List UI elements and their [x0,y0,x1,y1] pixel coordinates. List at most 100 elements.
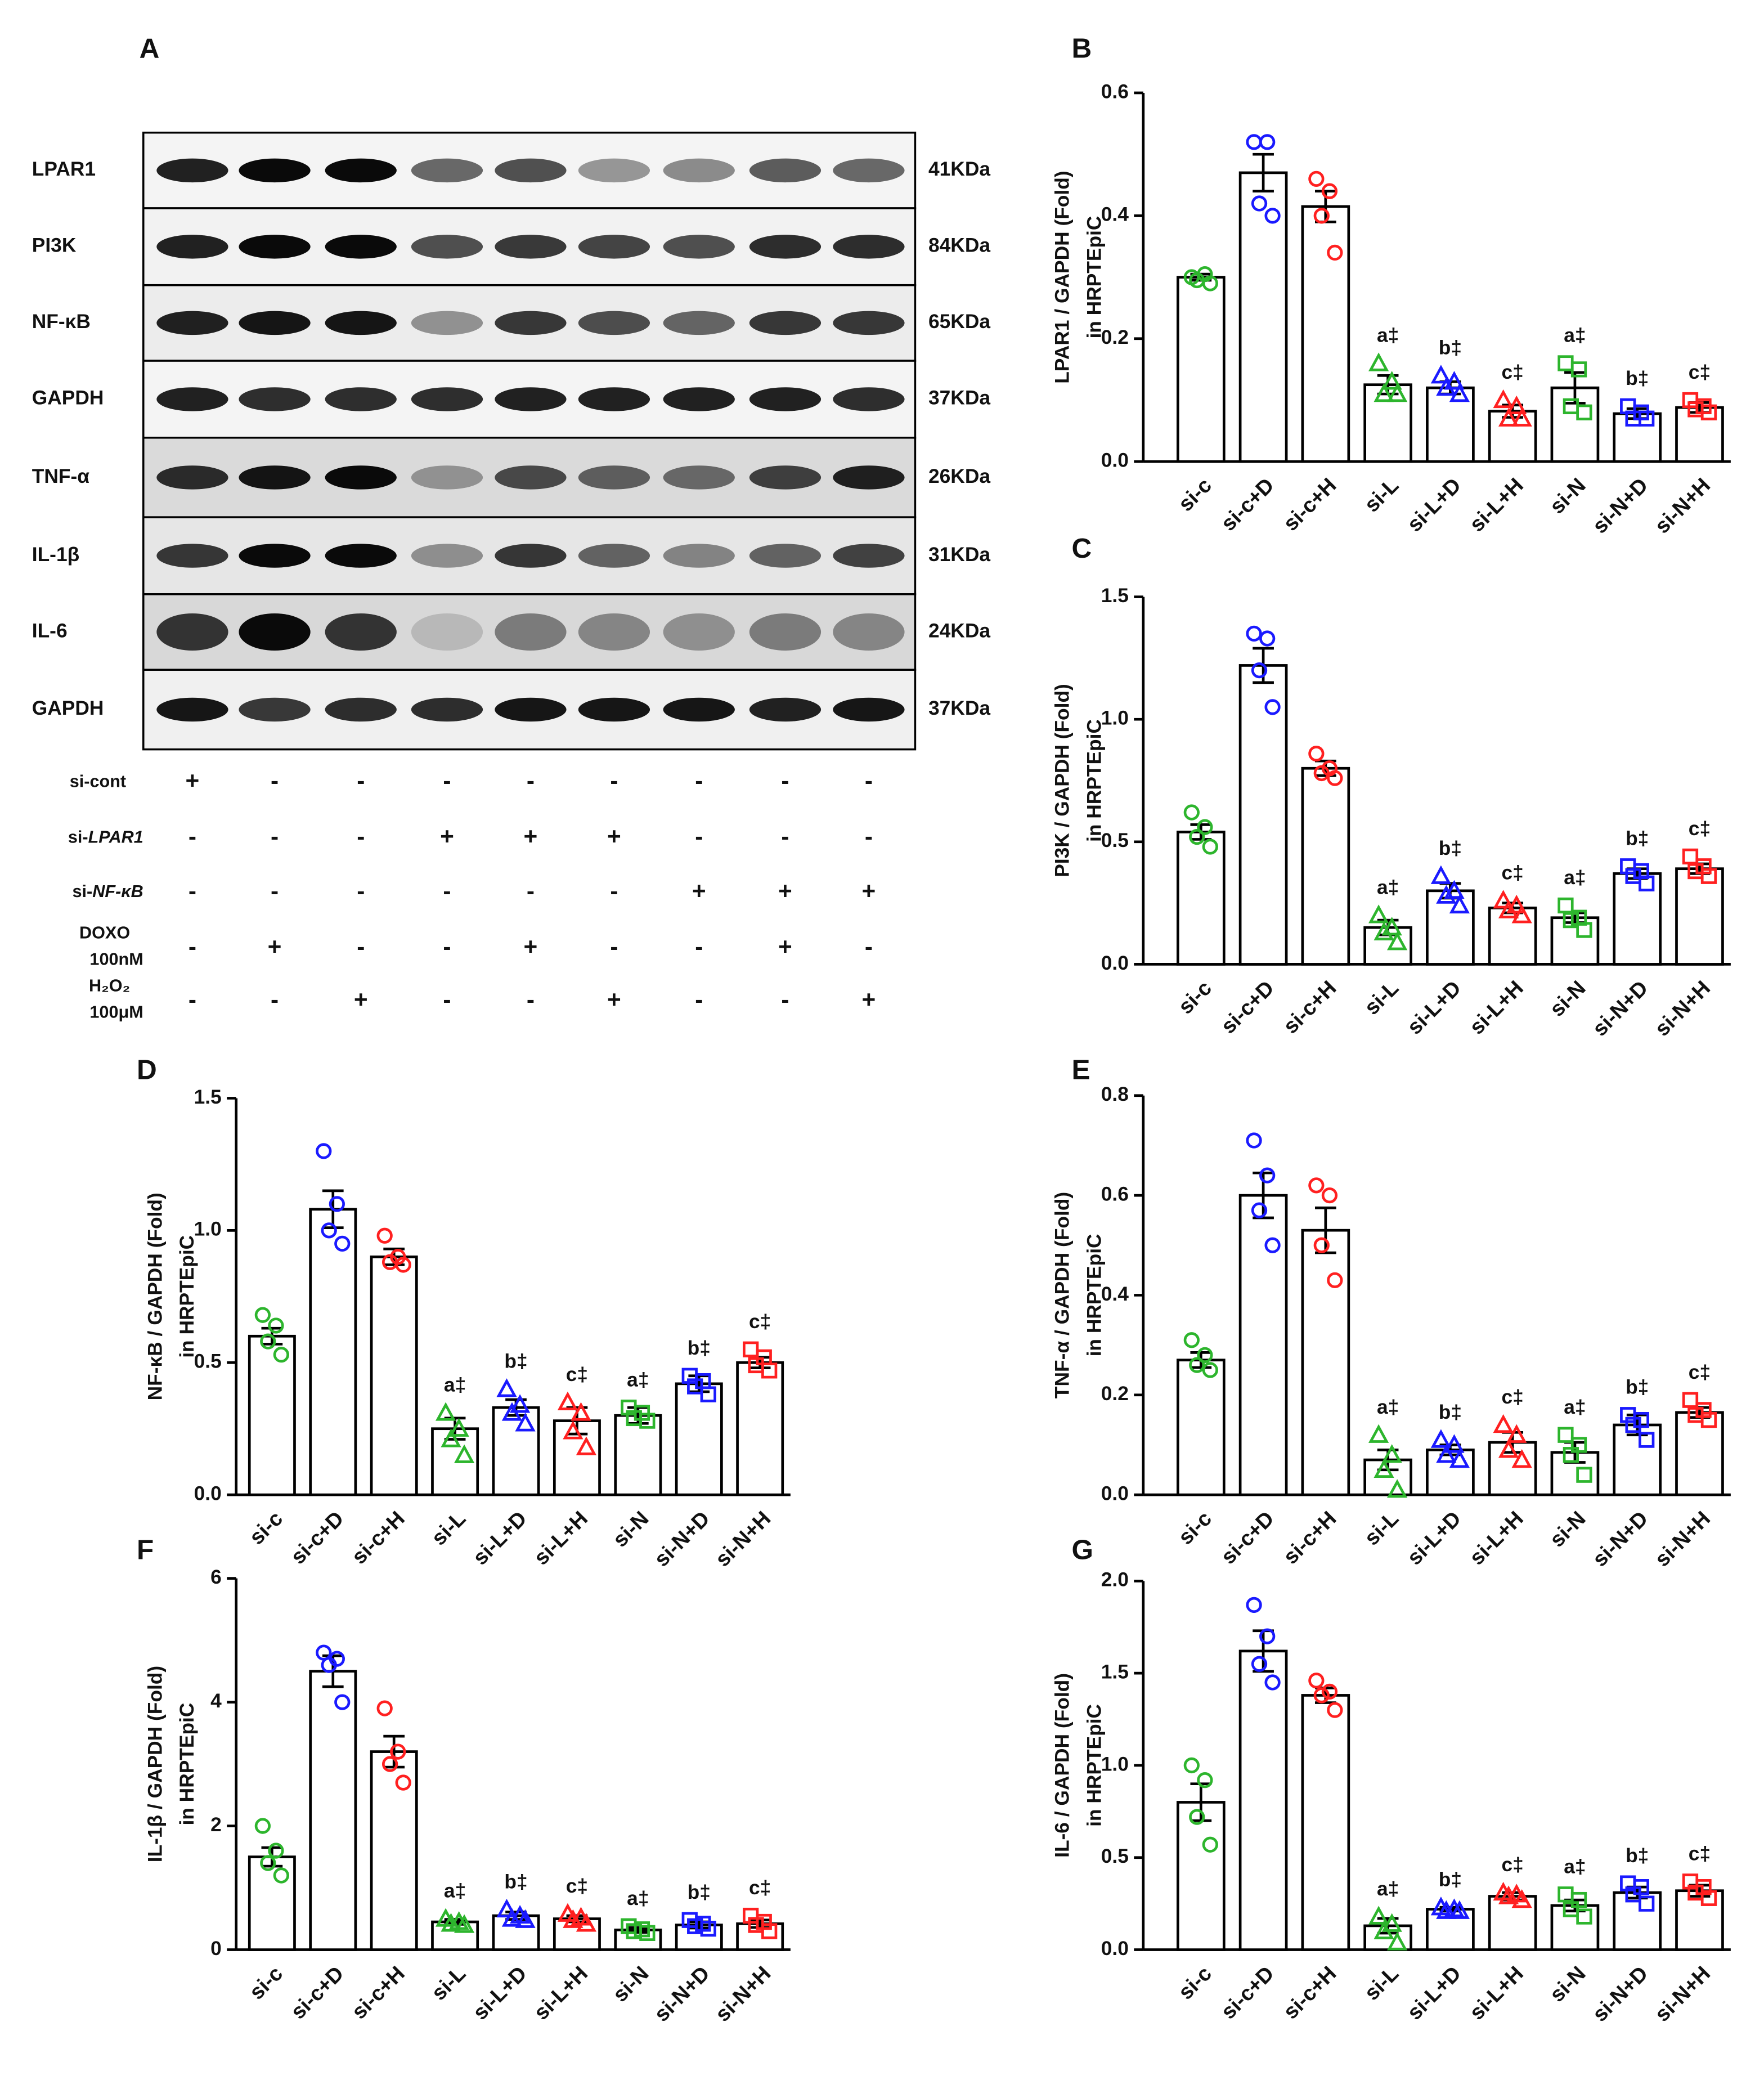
data-point [1246,1597,1262,1613]
significance-label: b‡ [1439,837,1462,859]
data-point [1511,1889,1532,1908]
significance-label: a‡ [1377,1878,1399,1900]
data-point [1498,1439,1519,1458]
treatment-sign: - [443,768,451,794]
data-point [441,1428,461,1447]
y-tick-label: 2.0 [1101,1569,1129,1591]
bar [309,1208,357,1496]
data-point [395,1257,411,1273]
panel-letter: A [140,33,160,64]
significance-label: b‡ [1439,1868,1462,1890]
data-point [260,1855,276,1871]
data-point [496,1378,517,1397]
data-point [1251,1202,1268,1218]
data-point [1189,1357,1205,1373]
data-point [1251,662,1268,679]
data-point [1327,244,1343,261]
data-point [1308,1673,1325,1689]
y-tick-label: 0.5 [1101,830,1129,851]
bar [1301,1694,1350,1951]
data-point [1682,848,1699,865]
significance-label: c‡ [1502,1854,1524,1876]
data-point [1639,1432,1655,1448]
data-point [1374,383,1394,402]
blot-row-label: LPAR1 [32,158,96,180]
data-point [1498,407,1519,427]
y-axis-label: PI3K / GAPDH (Fold) [1052,684,1074,877]
blot-band [325,158,397,183]
treatment-label: si-NF-κB [73,882,143,901]
y-tick-label: 1.5 [194,1086,222,1108]
treatment-sign: - [188,987,196,1013]
data-point [639,1413,656,1429]
blot-band [578,311,650,335]
treatment-sign: + [524,823,538,850]
blot-band [749,387,822,411]
data-point [1264,208,1281,224]
data-point [501,1402,523,1421]
treatment-sign: - [695,987,703,1013]
significance-label: a‡ [444,1374,466,1396]
bar [1176,831,1226,966]
data-point [1700,1411,1717,1428]
blot-row-label: IL-6 [32,620,68,642]
blot-band [833,311,905,335]
bar [370,1255,418,1496]
y-tick-label: 0.0 [1101,1938,1129,1960]
blot-band [411,613,483,651]
blot-kda: 26KDa [928,465,990,487]
blot-band [495,387,567,411]
data-point [1308,171,1325,187]
bar [492,1406,540,1496]
y-axis-label: IL-1β / GAPDH (Fold) [145,1666,167,1862]
blot-kda: 41KDa [928,158,990,180]
y-tick-label: 0.6 [1101,1183,1129,1205]
treatment-sign: - [781,768,789,794]
data-point [1374,1459,1394,1478]
significance-label: a‡ [444,1880,466,1902]
bar [1238,1194,1288,1496]
data-point [1436,377,1457,396]
bar [248,1334,296,1496]
data-point [1183,804,1200,821]
data-point [1327,1702,1343,1718]
bar [1301,205,1350,463]
treatment-sign: - [357,877,365,904]
treatment-sign: + [440,823,454,850]
data-point [1259,1167,1276,1184]
data-point [1259,1628,1276,1644]
bar [736,1361,784,1496]
significance-label: c‡ [1689,361,1711,383]
panel-letter: F [137,1535,154,1566]
data-point [1202,1836,1218,1853]
y-tick-label: 4 [210,1690,222,1712]
blot-row-label: PI3K [32,235,77,257]
data-point [1368,904,1389,924]
data-point [1246,625,1262,642]
treatment-sign: + [692,877,706,904]
treatment-sign: - [357,933,365,960]
data-point [1700,868,1717,884]
data-point [576,1436,597,1455]
treatment-label: DOXO [79,923,130,942]
data-point [1259,134,1276,150]
data-point [1436,1900,1457,1919]
data-point [1576,1467,1592,1483]
treatment-sign: - [188,823,196,850]
treatment-sign: - [781,823,789,850]
significance-label: a‡ [1377,1396,1399,1418]
blot-band [325,311,397,335]
blot-band [495,311,567,335]
y-tick-label: 0.5 [194,1351,222,1373]
blot-band [495,613,567,651]
bar [1301,1229,1350,1496]
blot-band [578,613,650,651]
blot-row-label: IL-1β [32,544,79,566]
blot-band [156,465,228,490]
blot-band [239,613,311,651]
data-point [1387,1479,1408,1498]
blot-band [411,544,483,568]
blot-band [749,544,822,568]
blot-band [495,235,567,259]
